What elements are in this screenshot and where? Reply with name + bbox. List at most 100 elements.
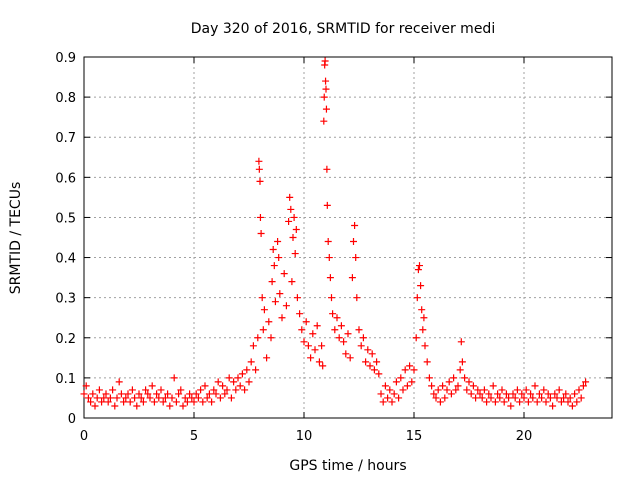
data-point [320, 117, 328, 125]
data-point [566, 394, 574, 402]
data-point [227, 394, 235, 402]
data-point [278, 314, 286, 322]
data-point [144, 390, 152, 398]
data-point [270, 262, 278, 270]
y-tick-label: 0.5 [55, 211, 76, 226]
data-point [413, 294, 421, 302]
x-axis-label: GPS time / hours [289, 458, 406, 474]
data-point [414, 266, 422, 274]
data-point [296, 310, 304, 318]
data-point [533, 398, 541, 406]
data-point [412, 334, 420, 342]
data-point [311, 346, 319, 354]
data-point [157, 386, 165, 394]
data-point [168, 394, 176, 402]
data-point [179, 402, 187, 410]
data-point [452, 386, 460, 394]
data-point [564, 398, 572, 406]
data-point [335, 334, 343, 342]
data-point [322, 77, 330, 85]
data-point [560, 394, 568, 402]
data-point [410, 366, 418, 374]
data-point [502, 390, 510, 398]
data-point [133, 402, 141, 410]
data-point [359, 334, 367, 342]
data-point [275, 254, 283, 262]
grid [84, 57, 612, 418]
data-point [425, 374, 433, 382]
y-tick-label: 0.6 [55, 171, 76, 186]
data-point [546, 394, 554, 402]
data-point [395, 394, 403, 402]
data-point [423, 358, 431, 366]
data-point [323, 201, 331, 209]
data-point [582, 378, 590, 386]
x-tick-label: 10 [296, 429, 313, 444]
data-point [489, 382, 497, 390]
data-point [511, 394, 519, 402]
data-point [120, 398, 128, 406]
data-point [104, 398, 112, 406]
data-point [249, 342, 257, 350]
data-point [439, 382, 447, 390]
data-point [329, 310, 337, 318]
data-point [337, 322, 345, 330]
data-point [100, 394, 108, 402]
data-point [322, 85, 330, 93]
data-point [518, 390, 526, 398]
x-tick-label: 0 [80, 429, 88, 444]
data-point [491, 398, 499, 406]
data-point [265, 318, 273, 326]
y-tick-label: 0.3 [55, 292, 76, 307]
data-point [430, 390, 438, 398]
data-point [285, 217, 293, 225]
data-point [420, 314, 428, 322]
data-point [199, 398, 207, 406]
data-point [505, 394, 513, 402]
data-point [93, 394, 101, 402]
data-point [205, 390, 213, 398]
data-point [520, 394, 528, 402]
data-point [418, 306, 426, 314]
data-point [259, 326, 267, 334]
data-point [111, 402, 119, 410]
data-point [300, 338, 308, 346]
data-point [203, 394, 211, 402]
data-point [406, 362, 414, 370]
data-point [527, 390, 535, 398]
data-point [254, 334, 262, 342]
data-point [201, 382, 209, 390]
data-point [307, 354, 315, 362]
data-point [106, 394, 114, 402]
data-point [573, 398, 581, 406]
data-point [370, 366, 378, 374]
data-point [216, 394, 224, 402]
data-point [276, 290, 284, 298]
data-point [289, 234, 297, 241]
data-point [304, 342, 312, 350]
data-point [478, 394, 486, 402]
data-point [159, 398, 167, 406]
data-point [467, 390, 475, 398]
data-point [496, 394, 504, 402]
data-point [260, 306, 268, 314]
data-point [255, 157, 263, 165]
data-point [192, 390, 200, 398]
data-point [320, 93, 328, 101]
data-point [309, 330, 317, 338]
data-point [571, 390, 579, 398]
data-point [331, 326, 339, 334]
data-point [487, 394, 495, 402]
data-point [219, 382, 227, 390]
data-point [234, 374, 242, 382]
data-point [524, 398, 532, 406]
data-point [302, 318, 310, 326]
data-point [472, 394, 480, 402]
chart-title: Day 320 of 2016, SRMTID for receiver med… [191, 21, 495, 37]
data-point [362, 358, 370, 366]
data-point [146, 394, 154, 402]
data-point [500, 398, 508, 406]
data-point [155, 394, 163, 402]
data-point [164, 390, 172, 398]
